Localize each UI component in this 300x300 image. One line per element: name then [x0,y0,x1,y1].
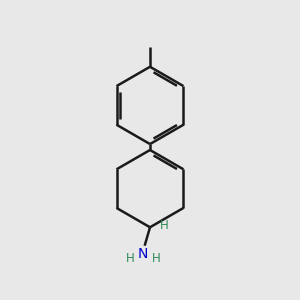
Text: H: H [152,252,160,265]
Text: N: N [138,247,148,261]
Text: H: H [160,219,168,232]
Text: H: H [126,252,135,265]
